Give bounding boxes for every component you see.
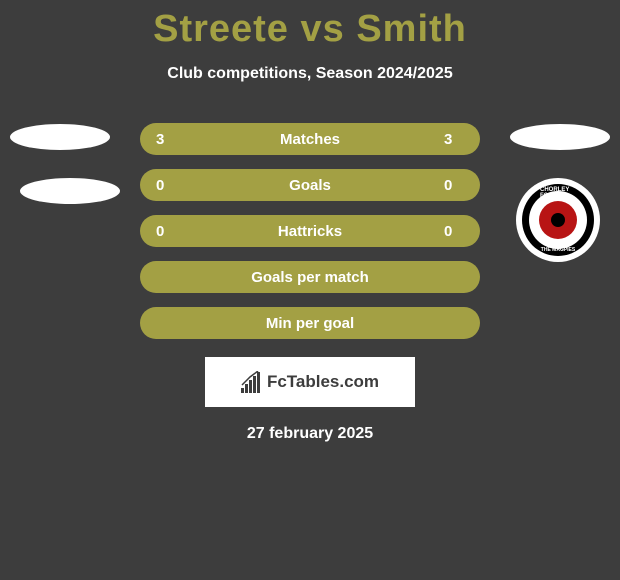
stat-left-value: 0 xyxy=(156,177,176,194)
player-left-badge-2 xyxy=(20,178,120,204)
stat-row-goals-per-match: Goals per match xyxy=(140,261,480,293)
player-right-badge-1 xyxy=(510,124,610,150)
stat-left-value: 0 xyxy=(156,223,176,240)
stat-left-value: 3 xyxy=(156,131,176,148)
stat-right-value: 0 xyxy=(444,177,464,194)
stat-right-value: 3 xyxy=(444,131,464,148)
stat-row-min-per-goal: Min per goal xyxy=(140,307,480,339)
branding-box: FcTables.com xyxy=(205,357,415,407)
club-rose-icon xyxy=(539,201,577,239)
club-badge-inner xyxy=(529,191,587,249)
club-text-top: CHORLEY FC xyxy=(540,187,576,199)
stat-label: Goals xyxy=(176,177,444,194)
branding-text: FcTables.com xyxy=(267,372,379,392)
stat-label: Matches xyxy=(176,131,444,148)
stat-row-matches: 3 Matches 3 xyxy=(140,123,480,155)
club-text-bottom: THE MAGPIES xyxy=(541,247,575,253)
club-badge: CHORLEY FC THE MAGPIES xyxy=(522,184,594,256)
stat-label: Hattricks xyxy=(176,223,444,240)
player-right-badge-2: CHORLEY FC THE MAGPIES xyxy=(516,178,600,262)
stat-label: Min per goal xyxy=(266,315,354,332)
stat-row-hattricks: 0 Hattricks 0 xyxy=(140,215,480,247)
date-text: 27 february 2025 xyxy=(0,425,620,443)
page-title: Streete vs Smith xyxy=(0,0,620,51)
subtitle: Club competitions, Season 2024/2025 xyxy=(0,65,620,83)
chart-icon xyxy=(241,371,263,393)
stat-label: Goals per match xyxy=(251,269,369,286)
stat-right-value: 0 xyxy=(444,223,464,240)
player-left-badge-1 xyxy=(10,124,110,150)
stat-row-goals: 0 Goals 0 xyxy=(140,169,480,201)
